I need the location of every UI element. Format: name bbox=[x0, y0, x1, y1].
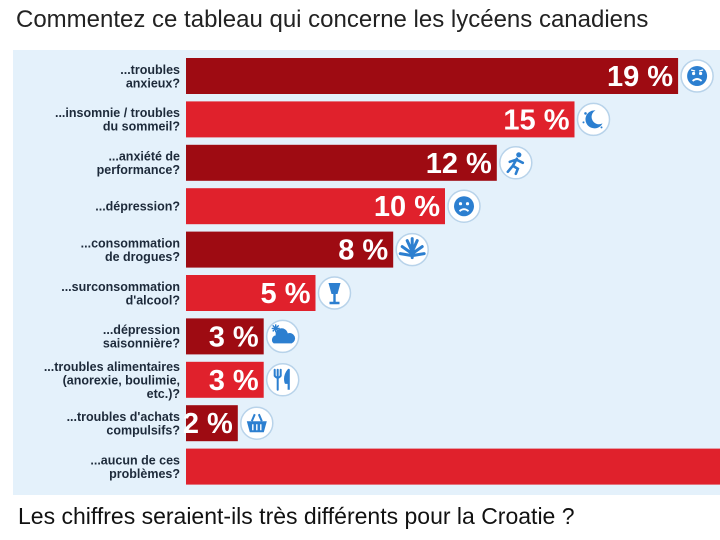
running-person-icon bbox=[499, 146, 533, 180]
value-label-3: 12 % bbox=[426, 148, 492, 180]
category-label-10: ...aucun de ces problèmes? bbox=[90, 453, 180, 481]
bar-5 bbox=[186, 231, 394, 268]
value-label-7: 3 % bbox=[209, 321, 259, 353]
fork-knife-icon bbox=[265, 363, 300, 397]
snow-cloud-icon bbox=[265, 319, 300, 354]
category-label-7: ...dépression saisonnière? bbox=[103, 323, 180, 351]
slide-question: Les chiffres seraient-ils très différent… bbox=[18, 503, 575, 529]
category-label-6: ...surconsommation d'alcool? bbox=[61, 280, 180, 308]
category-label-2: ...insomnie / troubles du sommeil? bbox=[55, 106, 180, 133]
value-label-1: 19 % bbox=[607, 61, 673, 93]
category-label-3: ...anxiété de performance? bbox=[97, 150, 180, 178]
category-label-1: ...troubles anxieux? bbox=[120, 63, 180, 91]
bar-10 bbox=[186, 448, 720, 485]
value-label-2: 15 % bbox=[503, 104, 569, 136]
category-label-8: ...troubles alimentaires (anorexie, bouli… bbox=[44, 360, 180, 401]
bar-9 bbox=[186, 405, 238, 442]
value-label-4: 10 % bbox=[374, 191, 440, 223]
bar-7 bbox=[186, 318, 264, 355]
slide-title: Commentez ce tableau qui concerne les ly… bbox=[16, 6, 649, 33]
bar-1 bbox=[186, 58, 679, 94]
bar-4 bbox=[186, 188, 445, 225]
frown-face-icon bbox=[447, 189, 481, 223]
value-label-8: 3 % bbox=[209, 365, 259, 397]
category-label-9: ...troubles d'achats compulsifs? bbox=[67, 410, 180, 438]
cannabis-leaf-icon bbox=[395, 232, 429, 267]
value-label-6: 5 % bbox=[261, 278, 311, 310]
chart-panel: ...troubles anxieux? 19 % ...insomnie / tro… bbox=[13, 50, 720, 495]
bar-2 bbox=[186, 101, 575, 138]
shopping-basket-icon bbox=[240, 406, 274, 440]
wine-glass-icon bbox=[317, 276, 352, 310]
value-label-5: 8 % bbox=[338, 235, 388, 267]
bar-6 bbox=[186, 275, 316, 311]
sad-face-icon bbox=[680, 59, 714, 93]
moon-stars-icon bbox=[576, 102, 611, 137]
category-label-4: ...dépression? bbox=[95, 200, 180, 214]
bar-3 bbox=[186, 144, 497, 181]
category-label-5: ...consommation de drogues? bbox=[81, 236, 180, 264]
value-label-9: 2 % bbox=[183, 408, 233, 440]
bar-8 bbox=[186, 361, 264, 398]
bar-chart: ...troubles anxieux? 19 % ...insomnie / tro… bbox=[44, 58, 720, 485]
